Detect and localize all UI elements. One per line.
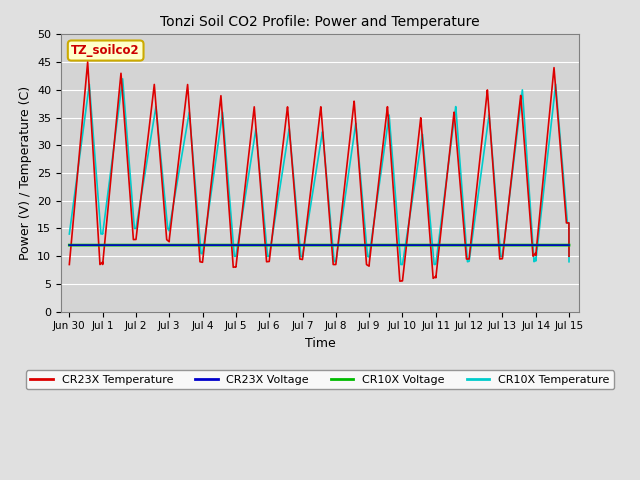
- X-axis label: Time: Time: [305, 337, 335, 350]
- Text: TZ_soilco2: TZ_soilco2: [72, 44, 140, 57]
- Title: Tonzi Soil CO2 Profile: Power and Temperature: Tonzi Soil CO2 Profile: Power and Temper…: [160, 15, 480, 29]
- Legend: CR23X Temperature, CR23X Voltage, CR10X Voltage, CR10X Temperature: CR23X Temperature, CR23X Voltage, CR10X …: [26, 371, 614, 389]
- Y-axis label: Power (V) / Temperature (C): Power (V) / Temperature (C): [19, 86, 31, 260]
